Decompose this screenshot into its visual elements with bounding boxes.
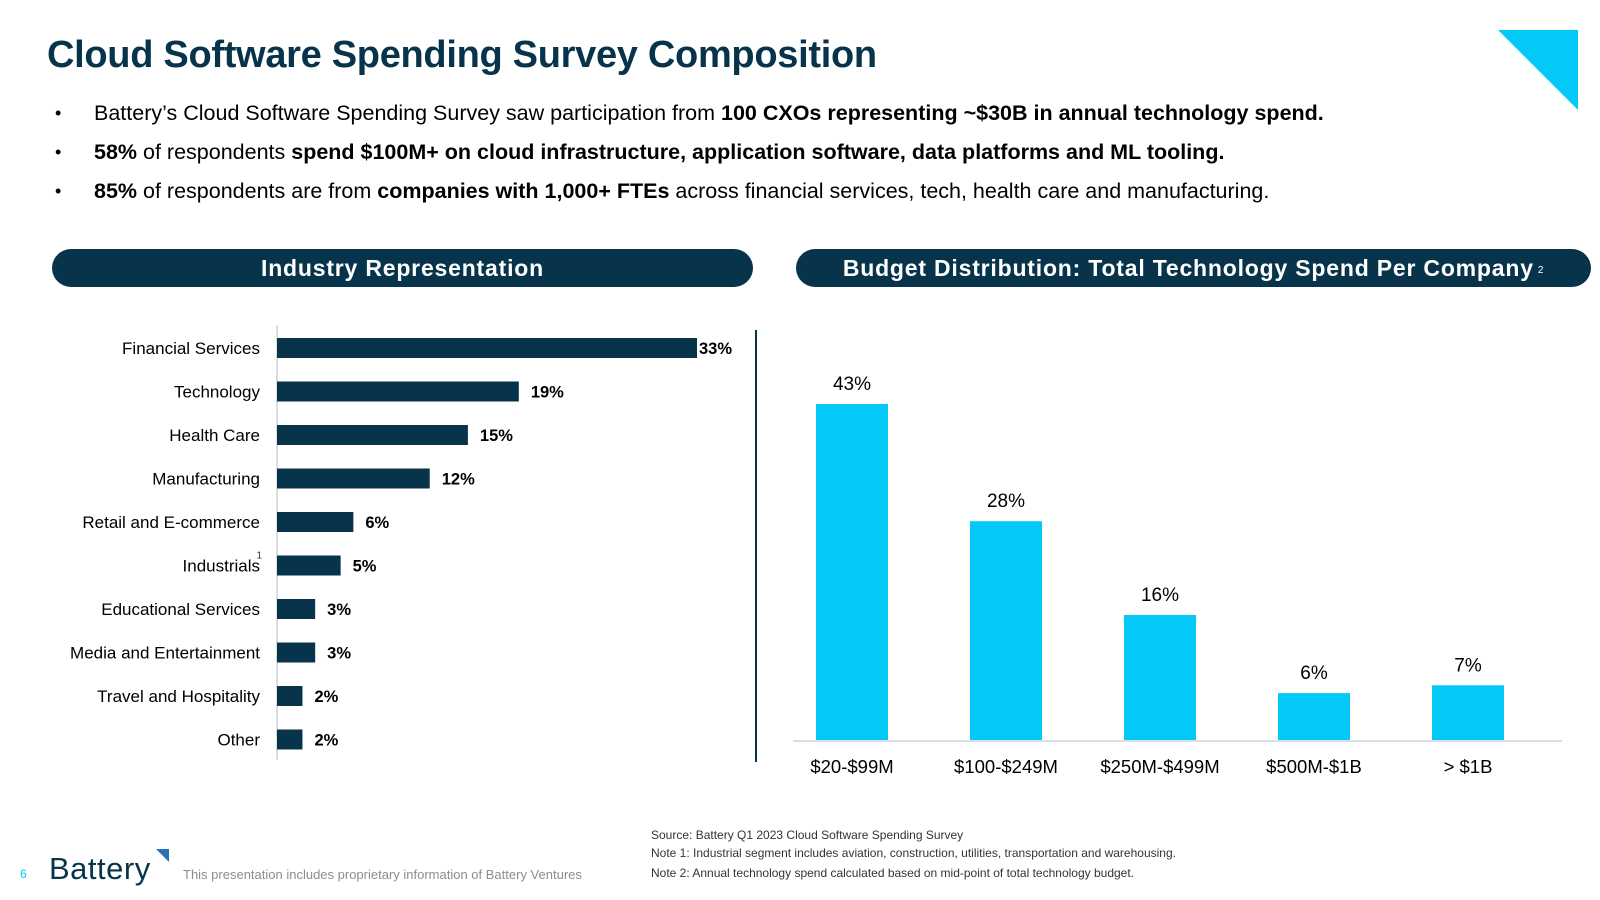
data-label: 16% (1141, 585, 1179, 606)
bar (277, 512, 354, 532)
bar (1124, 614, 1196, 740)
industry-representation-header: Industry Representation (52, 249, 753, 287)
category-label: Educational Services (101, 600, 260, 619)
data-label: 6% (365, 514, 389, 532)
bar (970, 521, 1042, 740)
bar (277, 729, 303, 750)
data-label: 7% (1454, 655, 1482, 676)
bar (277, 381, 519, 402)
bullet-dot-icon: • (55, 142, 62, 162)
footer-disclaimer: This presentation includes proprietary i… (183, 867, 582, 882)
bullet-segment: of respondents (137, 140, 292, 164)
category-label: Other (217, 731, 260, 750)
budget-distribution-header: Budget Distribution: Total Technology Sp… (796, 249, 1591, 287)
bar (277, 425, 468, 445)
panel-divider (755, 330, 757, 762)
bullet-segment: 85% (94, 179, 138, 203)
footnote-2: Note 2: Annual technology spend calculat… (651, 866, 1135, 880)
category-label: $500M-$1B (1266, 756, 1362, 777)
bullet-text: Battery’s Cloud Software Spending Survey… (94, 98, 1324, 128)
bar (1432, 685, 1504, 740)
category-label: Manufacturing (152, 470, 260, 489)
category-label: Health Care (169, 426, 260, 445)
category-label: > $1B (1444, 756, 1493, 777)
category-label: $100-$249M (954, 756, 1058, 777)
bullet-segment: 58% (94, 140, 138, 164)
bullet-dot-icon: • (55, 181, 62, 201)
bullet-segment: across financial services, tech, health … (669, 179, 1270, 203)
bar (277, 338, 697, 358)
industry-bar-chart: Financial Services 33% Technology 19% Health… (70, 325, 732, 760)
footnote-1: Note 1: Industrial segment includes avia… (651, 846, 1176, 860)
bar (1278, 693, 1350, 740)
category-label: Travel and Hospitality (97, 687, 260, 706)
bullet-list: • Battery’s Cloud Software Spending Surv… (55, 98, 1555, 215)
bar (277, 555, 341, 576)
bullet-item: • 58% of respondents spend $100M+ on clo… (55, 137, 1555, 176)
category-label: Technology (174, 383, 261, 402)
battery-logo-mark-icon (156, 849, 169, 862)
bullet-item: • 85% of respondents are from companies … (55, 176, 1555, 215)
bar (277, 468, 430, 489)
page-number: 6 (20, 867, 27, 881)
category-label: Retail and E-commerce (82, 513, 260, 532)
data-label: 2% (314, 732, 338, 750)
data-label: 28% (987, 491, 1025, 512)
category-label: $250M-$499M (1100, 756, 1219, 777)
bullet-segment: spend $100M+ on cloud infrastructure, ap… (291, 140, 1225, 164)
bar (277, 642, 316, 663)
bar (816, 404, 888, 740)
data-label: 5% (353, 558, 377, 576)
data-label: 3% (327, 645, 351, 663)
bar (277, 599, 316, 619)
bullet-text: 58% of respondents spend $100M+ on cloud… (94, 137, 1224, 167)
bullet-item: • Battery’s Cloud Software Spending Surv… (55, 98, 1555, 137)
data-label: 12% (442, 471, 475, 489)
industry-representation-title: Industry Representation (261, 255, 544, 281)
data-label: 6% (1300, 663, 1328, 684)
data-label: 3% (327, 601, 351, 619)
bullet-dot-icon: • (55, 103, 62, 123)
category-footnote: 1 (256, 551, 262, 562)
bullet-segment: 100 CXOs representing ~$30B in annual te… (721, 101, 1324, 125)
bullet-segment: of respondents are from (137, 179, 378, 203)
bar (277, 686, 303, 706)
page-title: Cloud Software Spending Survey Compositi… (47, 34, 877, 76)
category-label: Financial Services (122, 339, 260, 358)
category-label: Industrials (183, 557, 260, 576)
data-label: 15% (480, 427, 513, 445)
budget-distribution-title: Budget Distribution: Total Technology Sp… (842, 255, 1534, 281)
corner-triangle-decoration (1498, 30, 1578, 110)
data-label: 43% (833, 374, 871, 395)
category-label: Media and Entertainment (70, 644, 260, 663)
category-label: $20-$99M (810, 756, 893, 777)
data-label: 33% (699, 340, 732, 358)
source-note: Source: Battery Q1 2023 Cloud Software S… (651, 828, 964, 842)
battery-logo: Battery (49, 851, 151, 886)
data-label: 19% (531, 384, 564, 402)
bullet-text: 85% of respondents are from companies wi… (94, 176, 1269, 206)
footnote-marker: 2 (1537, 265, 1545, 276)
bullet-segment: Battery’s Cloud Software Spending Survey… (94, 101, 721, 125)
data-label: 2% (314, 688, 338, 706)
bullet-segment: companies with 1,000+ FTEs (377, 179, 670, 203)
budget-bar-chart: 43% $20-$99M 28% $100-$249M 16% $250M-$499M 6%… (793, 374, 1562, 777)
